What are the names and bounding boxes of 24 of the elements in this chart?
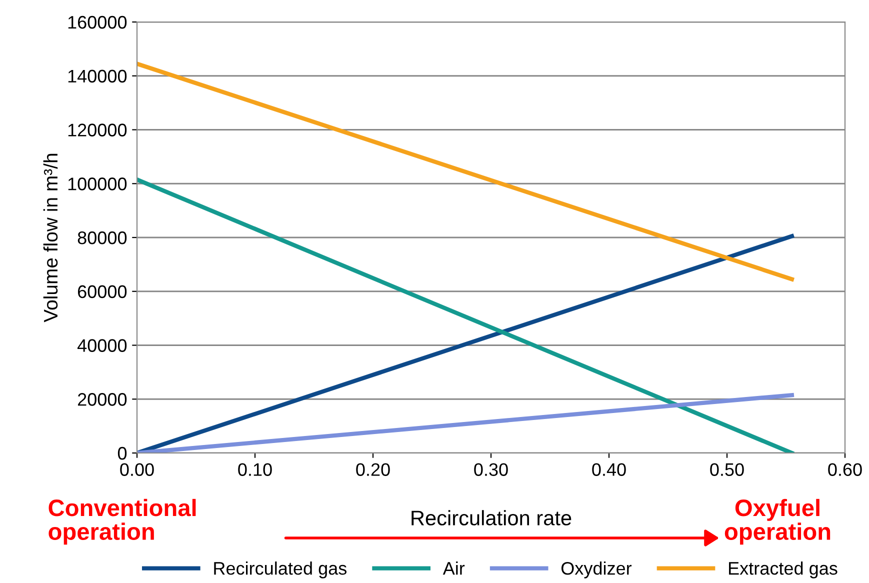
y-axis-title: Volume flow in m³/h bbox=[43, 154, 58, 322]
y-tick-label: 160000 bbox=[68, 16, 127, 29]
text: Conventional operation bbox=[48, 498, 196, 545]
y-tick-label: 60000 bbox=[78, 285, 127, 298]
x-tick-label: 0.30 bbox=[474, 463, 508, 476]
y-tick-label: 140000 bbox=[68, 70, 127, 83]
y-tick-label: 80000 bbox=[78, 231, 127, 244]
legend-label: Oxydizer bbox=[561, 562, 632, 578]
y-tick-label: 20000 bbox=[78, 393, 127, 406]
x-axis-title: Recirculation rate bbox=[412, 510, 572, 526]
y-tick-label: 120000 bbox=[68, 124, 127, 136]
text: Oxyfuel operation bbox=[724, 498, 830, 545]
x-tick-label: 0.10 bbox=[238, 463, 272, 476]
y-tick-label: 100000 bbox=[68, 178, 127, 190]
x-tick-label: 0.50 bbox=[710, 463, 744, 476]
x-tick-label: 0.20 bbox=[356, 463, 390, 476]
x-tick-label: 0.60 bbox=[828, 463, 862, 476]
y-tick-label: 40000 bbox=[77, 339, 127, 352]
x-tick-label: 0.00 bbox=[120, 463, 154, 476]
legend-label: Air bbox=[442, 562, 465, 575]
legend-label: Extracted gas bbox=[729, 562, 838, 578]
y-tick-label: 0 bbox=[118, 446, 127, 460]
x-tick-label: 0.40 bbox=[592, 463, 626, 476]
legend-label: Recirculated gas bbox=[214, 562, 347, 578]
